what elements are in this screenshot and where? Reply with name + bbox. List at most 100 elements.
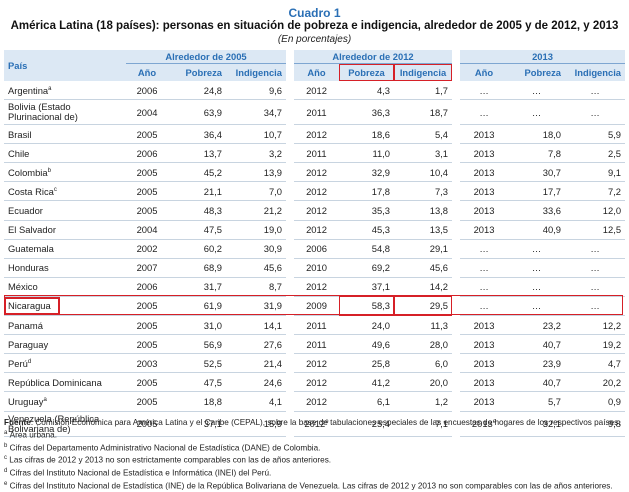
cell-indigence-2012-value: 7,1 [434, 418, 448, 429]
cell-indigence-2012: 7,3 [394, 181, 452, 202]
cell-indigence-2013: 19,2 [565, 334, 626, 355]
cell-year-2013-value: 2013 [473, 205, 495, 217]
cell-year-2012-value: 2012 [306, 128, 327, 140]
cell-poverty-2012: 32,9 [339, 162, 394, 183]
cell-year-2012-value: 2012 [306, 166, 327, 178]
cell-poverty-2013: 7,8 [508, 143, 565, 164]
cell-indigence-2012: 28,0 [394, 334, 452, 355]
cell-country-value: Perú [8, 357, 28, 369]
cell-indigence-2005: 9,6 [226, 81, 286, 101]
cell-year-2005: 2005 [126, 200, 168, 221]
cell-year-2013: 2013 [460, 200, 508, 221]
cell-year-2005: 2005 [126, 162, 168, 183]
cell-poverty-2013: … [508, 81, 565, 101]
cell-indigence-2012: 18,7 [394, 99, 452, 126]
table-number: Cuadro 1 [288, 6, 341, 20]
header-poverty: Pobreza [508, 63, 565, 81]
cell-year-2005-value: 2003 [136, 357, 158, 369]
cell-poverty-2005-value: 48,3 [203, 205, 222, 217]
table-row: Costa Ricac 2005 21,1 7,0 2012 17,8 7,3 2013 17,… [4, 181, 626, 202]
cell-indigence-2012-value: 7,3 [434, 185, 448, 197]
cell-indigence-2012-value: 5,4 [434, 128, 448, 140]
cell-poverty-2013-value: 33,6 [542, 205, 561, 217]
cell-indigence-2013-value: 12,0 [602, 205, 622, 217]
cell-poverty-2012: 36,3 [339, 99, 394, 126]
cell-country-value: República Dominicana [8, 376, 102, 388]
cell-year-2005-value: 2005 [136, 418, 158, 429]
cell-poverty-2012: 25,8 [339, 353, 394, 374]
cell-poverty-2013-value: 23,2 [542, 319, 561, 331]
cell-year-2013: … [460, 277, 508, 297]
cell-year-2012: 2010 [294, 258, 339, 278]
cell-year-2012-value: 2010 [306, 262, 327, 274]
cell-year-2005: 2006 [126, 81, 168, 101]
cell-poverty-2012: 54,8 [339, 239, 394, 259]
cell-indigence-2012: 1,2 [394, 391, 452, 412]
cell-country-value: El Salvador [8, 224, 56, 236]
cell-year-2013: 2013e [460, 411, 508, 437]
cell-poverty-2012: 35,3 [339, 200, 394, 221]
cell-indigence-2012-value: 11,3 [430, 319, 448, 331]
cell-poverty-2013: 5,7 [508, 391, 565, 412]
cell-indigence-2005: 45,6 [226, 258, 286, 278]
cell-country: Perúd [4, 353, 126, 374]
cell-country: Costa Ricac [4, 181, 126, 202]
cell-indigence-2005-value: 13,9 [263, 166, 282, 178]
cell-indigence-2012-value: 13,8 [429, 205, 448, 217]
cell-poverty-2005-value: 45,2 [203, 166, 222, 178]
cell-year-2012-value: 2012 [306, 84, 327, 96]
cell-year-2005: 2005 [126, 334, 168, 355]
cell-indigence-2005-value: 30,9 [263, 243, 282, 255]
cell-poverty-2013: … [508, 296, 565, 317]
cell-indigence-2013: … [565, 81, 626, 101]
cell-poverty-2005-value: 68,9 [203, 262, 222, 274]
cell-poverty-2012-value: 54,8 [371, 243, 390, 255]
table-row: Panamá 2005 31,0 14,1 2011 24,0 11,3 2013 23,2 12… [4, 315, 626, 336]
cell-year-2012: 2011 [294, 334, 339, 355]
cell-indigence-2005: 15,9 [226, 411, 286, 437]
table-row: México 2006 31,7 8,7 2012 37,1 14,2……… [4, 277, 626, 297]
source-note: Fuente: Comisión Económica para América … [4, 418, 625, 428]
cell-poverty-2005: 18,8 [168, 391, 226, 412]
cell-indigence-2005-value: 27,6 [263, 338, 282, 350]
cell-year-2013-value: 2013 [473, 128, 495, 140]
cell-year-2005: 2002 [126, 239, 168, 259]
table-row: Perúd 2003 52,5 21,4 2012 25,8 6,0 2013 23,9 4,7 [4, 353, 626, 374]
cell-poverty-2013: 33,6 [508, 200, 565, 221]
cell-poverty-2013-value: … [531, 106, 542, 118]
cell-country: Bolivia (Estado Plurinacional de) [4, 99, 126, 126]
footnote-text: Cifras del Instituto Nacional de Estadís… [9, 481, 613, 491]
cell-country: Brasil [4, 124, 126, 145]
cell-indigence-2013: … [565, 258, 626, 278]
cell-indigence-2013-value: 7,2 [607, 185, 622, 197]
cell-indigence-2012-value: 6,0 [434, 357, 448, 369]
cell-year-2012: 2012 [294, 162, 339, 183]
cell-year-2013: 2013 [460, 220, 508, 240]
cell-year-2013-value: 2013 [473, 147, 495, 159]
cell-poverty-2012: 58,3 [339, 296, 394, 317]
table-row: Venezuela (República Bolivariana de) 2005… [4, 411, 626, 437]
cell-year-2013-value: 2013 [473, 224, 495, 236]
cell-poverty-2005-value: 31,7 [203, 281, 222, 293]
cell-poverty-2012-value: 49,6 [371, 338, 390, 350]
cell-indigence-2012-value: 29,1 [429, 243, 448, 255]
cell-year-2012: 2012 [294, 220, 339, 240]
cell-indigence-2012: 3,1 [394, 143, 452, 164]
cell-poverty-2013-value: 18,0 [542, 128, 561, 140]
cell-country: Colombiab [4, 162, 126, 183]
cell-poverty-2005: 36,4 [168, 124, 226, 145]
cell-indigence-2013-value: … [590, 84, 600, 96]
header-indigence-highlighted: Indigencia [394, 63, 452, 81]
cell-poverty-2012: 41,2 [339, 372, 394, 393]
cell-year-2013: 2013 [460, 391, 508, 412]
cell-indigence-2012: 11,3 [394, 315, 452, 336]
cell-indigence-2005: 13,9 [226, 162, 286, 183]
cell-poverty-2013-value: 30,7 [542, 166, 561, 178]
cell-poverty-2005-value: 60,2 [203, 243, 222, 255]
cell-year-2005-value: 2005 [136, 338, 158, 350]
cell-poverty-2005-value: 63,9 [203, 106, 222, 118]
cell-poverty-2005: 24,8 [168, 81, 226, 101]
cell-indigence-2013-value: … [590, 243, 600, 255]
cell-indigence-2012-value: 1,2 [434, 395, 448, 407]
cell-year-2013-value: 2013 [473, 319, 495, 331]
